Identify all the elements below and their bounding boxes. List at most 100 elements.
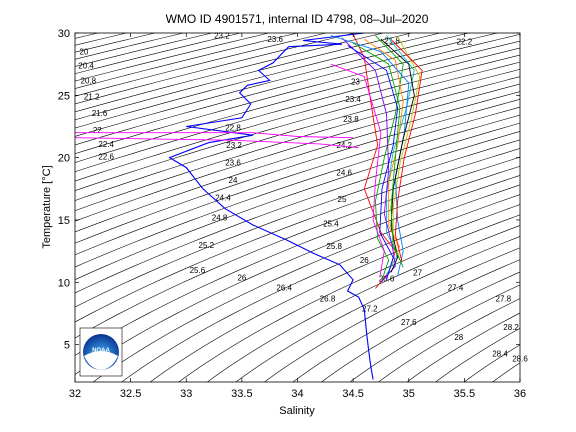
density-contour-label: 24.4 [215,194,231,203]
density-contour-line [75,47,520,173]
density-contour-line [0,27,39,388]
x-tick-label: 33 [180,388,192,400]
density-contour-label: 27 [413,268,422,277]
x-tick-label: 33.5 [231,388,252,400]
density-contour-line [75,33,442,129]
density-contour-label: 25.2 [199,241,215,250]
density-contour-line [206,225,520,382]
density-contour-label: 28.2 [503,323,519,332]
density-contour-label: 24.2 [336,141,352,150]
density-contour-line [75,114,520,268]
profile-series-line [330,63,385,278]
density-contour-line [75,33,356,105]
density-contour-label: 27.4 [448,283,464,292]
density-contour-label: 27.8 [496,295,512,304]
density-contour-label: 28 [454,333,463,342]
density-contour-line [75,33,385,113]
density-contour-line [75,76,520,212]
density-contour-label: 23.2 [226,141,242,150]
density-contour-label: 25 [338,195,347,204]
profile-series-line [168,33,374,380]
density-contour-line [75,33,299,89]
density-contour-line [121,194,520,382]
density-contour-label: 26.8 [320,295,336,304]
density-contour-line [75,148,520,323]
density-contours [0,27,520,388]
density-contour-label: 20.8 [81,76,97,85]
density-contour-line [75,106,520,256]
density-contour-label: 23 [351,78,360,87]
profile-series-line [374,35,404,280]
density-contour-label: 23.8 [343,115,359,124]
density-contour-label: 23.2 [214,32,230,41]
x-tick-label: 34 [291,388,303,400]
profile-series-line [75,137,359,149]
x-tick-label: 35 [403,388,415,400]
x-axis-ticks: 32 32.5 33 33.5 34 34.5 35 35.5 36 [69,33,526,400]
profile-series-line [391,40,423,263]
x-tick-label: 32.5 [120,388,141,400]
density-contour-line [75,98,520,244]
density-contour-line [349,284,520,382]
density-contour-label: 25.6 [190,266,206,275]
x-axis-label: Salinity [279,405,315,417]
density-contour-label: 23.4 [345,95,361,104]
density-contour-line [75,33,328,97]
density-contour-line [406,312,520,382]
density-contour-line [75,33,470,137]
noaa-logo-text: NOAA [92,348,110,354]
y-axis-ticks: 5 10 15 20 25 30 [58,28,520,352]
density-contour-line [75,69,520,201]
density-contour-label: 27.2 [362,305,378,314]
density-contour-line [75,33,499,146]
density-contour-label: 22.2 [457,38,473,47]
density-contour-line [492,362,520,382]
density-contour-label: 26 [360,256,369,265]
profile-series-line [364,38,404,248]
density-contour-line [75,83,520,222]
density-contour-label: 22.6 [98,152,114,161]
density-contour-line [75,175,520,375]
density-contour-line [292,259,520,382]
chart-title: WMO ID 4901571, internal ID 4798, 08–Jul… [166,12,429,26]
density-contour-line [75,61,520,191]
density-contour-line [75,91,520,233]
x-tick-label: 34.5 [342,388,363,400]
profile-series-line [75,132,354,139]
density-contour-label: 25.4 [323,220,339,229]
y-tick-label: 25 [58,90,70,102]
profile-series-line [347,45,399,280]
density-contour-label: 20.4 [78,61,94,70]
density-contour-label: 22.8 [225,124,241,133]
density-contour-label: 21.6 [92,109,108,118]
density-contour-label: 20 [79,48,88,57]
density-contour-line [178,214,520,382]
density-contour-label: 21.2 [84,93,100,102]
y-axis-label: Temperature [°C] [41,165,53,248]
profile-series-line [352,42,404,268]
density-contour-line [263,247,520,382]
density-contour-label: 25.8 [326,242,342,251]
density-contour-label: 28.4 [492,349,508,358]
density-contour-line [75,122,520,281]
density-contour-line [75,34,520,154]
density-contour-label: 26.4 [276,283,292,292]
density-contour-labels: 20 20.4 20.8 21.2 21.6 22 22.4 22.6 22.8 23.2 23.6… [78,32,528,364]
density-contour-line [0,27,67,388]
density-contour-line [435,327,520,382]
density-contour-label: 24.6 [336,169,352,178]
density-contour-label: 26 [237,273,246,282]
noaa-logo: NOAA [79,327,123,377]
density-contour-line [75,131,520,294]
y-tick-label: 15 [58,215,70,227]
density-contour-label: 27.6 [401,318,417,327]
x-tick-label: 35.5 [454,388,475,400]
y-tick-label: 20 [58,153,70,165]
y-tick-label: 30 [58,28,70,40]
x-tick-label: 36 [514,388,526,400]
density-contour-line [378,298,520,382]
density-contour-label: 24.8 [212,214,228,223]
x-tick-label: 32 [69,388,81,400]
y-tick-label: 5 [64,340,70,352]
